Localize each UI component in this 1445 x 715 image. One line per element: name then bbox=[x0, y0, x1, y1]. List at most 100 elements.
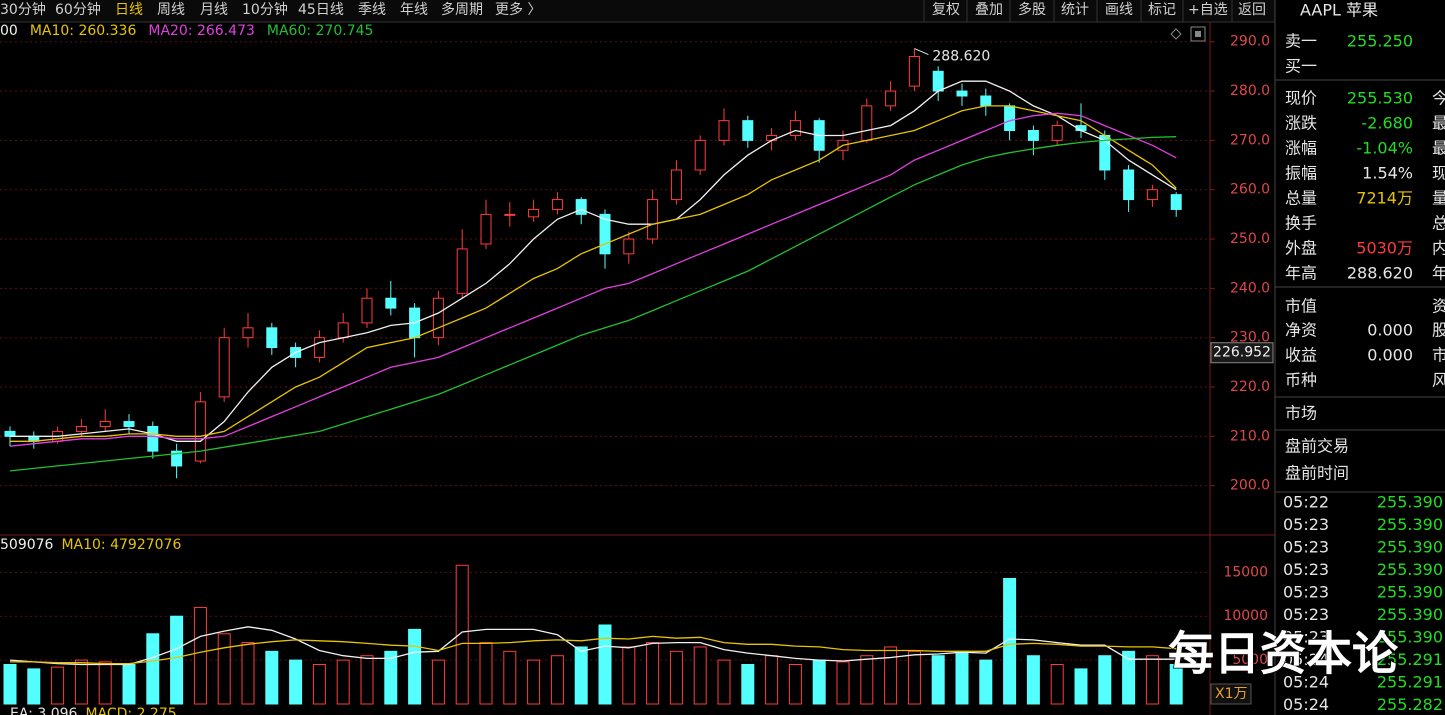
quote-label: 涨跌 bbox=[1285, 114, 1317, 133]
volume-bar bbox=[527, 659, 541, 705]
candle-body bbox=[623, 238, 635, 255]
quote-side-label: 资 bbox=[1432, 297, 1445, 316]
volume-bar bbox=[312, 664, 326, 705]
candle-body bbox=[385, 297, 397, 309]
quote-side-label: 量 bbox=[1432, 189, 1445, 208]
y-tick-label: 280.0 bbox=[1230, 83, 1270, 99]
icon-square-inner bbox=[1195, 31, 1201, 37]
action-button[interactable]: 标记 bbox=[1148, 2, 1176, 18]
candle-body bbox=[861, 105, 873, 141]
action-button[interactable]: 多股 bbox=[1018, 1, 1046, 18]
volume-bar bbox=[931, 655, 945, 705]
candle-body bbox=[694, 139, 706, 171]
candle-body bbox=[1051, 125, 1063, 141]
ma-line bbox=[9, 112, 1177, 447]
quote-side-label: 股 bbox=[1432, 321, 1445, 340]
candle-body bbox=[432, 297, 444, 339]
quote-label: 外盘 bbox=[1285, 239, 1317, 258]
volume-bar bbox=[336, 659, 350, 705]
candle-body bbox=[670, 169, 682, 201]
period-tab[interactable]: 周线 bbox=[157, 2, 185, 18]
action-button[interactable]: 复权 bbox=[932, 1, 960, 18]
volume-bar bbox=[146, 633, 160, 705]
icon-diamond[interactable] bbox=[1170, 28, 1182, 40]
volume-bar bbox=[455, 564, 469, 705]
quote-value: 0.000 bbox=[1367, 346, 1413, 365]
y-tick-label: 260.0 bbox=[1230, 182, 1270, 198]
period-tab[interactable]: 10分钟 bbox=[242, 1, 288, 18]
volume-bar bbox=[1098, 655, 1112, 705]
period-tab[interactable]: 更多 〉 bbox=[495, 1, 541, 18]
quote-label: 净资 bbox=[1285, 321, 1317, 340]
candle-body bbox=[171, 450, 183, 467]
candle-body bbox=[718, 120, 730, 141]
trade-time: 05:23 bbox=[1283, 583, 1329, 602]
icon-square[interactable] bbox=[1190, 26, 1206, 42]
volume-bar bbox=[860, 655, 874, 705]
toolbar-separators bbox=[923, 0, 1233, 22]
y-tick-label: 240.0 bbox=[1230, 280, 1270, 296]
period-tab-active[interactable]: 日线 bbox=[115, 2, 143, 18]
quote-value: 0.000 bbox=[1367, 321, 1413, 340]
trade-price: 255.390 bbox=[1377, 515, 1443, 534]
volume-legend-entry: MA10: 47927076 bbox=[61, 537, 181, 553]
volume-bar bbox=[836, 661, 850, 705]
candle-body bbox=[504, 213, 516, 216]
period-tab[interactable]: 多周期 bbox=[441, 1, 483, 18]
y-tick-label: 250.0 bbox=[1230, 231, 1270, 247]
volume-bar bbox=[27, 668, 41, 705]
volume-bar bbox=[408, 628, 422, 705]
period-tab[interactable]: 30分钟 bbox=[0, 1, 46, 18]
macd-label: EA: 3.096 bbox=[10, 706, 78, 715]
candle-body bbox=[266, 327, 278, 349]
high-pointer bbox=[914, 48, 929, 55]
quote-label: 总量 bbox=[1285, 189, 1317, 208]
action-button[interactable]: 叠加 bbox=[975, 2, 1003, 18]
quote-label: 收益 bbox=[1285, 346, 1317, 365]
unit-box bbox=[1210, 683, 1252, 705]
quote-title: AAPL 苹果 bbox=[1300, 1, 1378, 20]
period-tab[interactable]: 季线 bbox=[358, 2, 386, 18]
volume-bar bbox=[598, 624, 612, 705]
cursor-price-box bbox=[1210, 342, 1274, 364]
candle-body bbox=[1004, 105, 1016, 132]
quote-label: 年高 bbox=[1285, 264, 1317, 283]
quote-label: 盘前交易 bbox=[1285, 437, 1349, 456]
high-label: 288.620 bbox=[932, 49, 990, 65]
volume-bar bbox=[1122, 650, 1136, 705]
volume-bar bbox=[574, 646, 588, 705]
period-tab[interactable]: 45日线 bbox=[298, 2, 344, 18]
candle-body bbox=[932, 70, 944, 92]
action-button[interactable]: 统计 bbox=[1061, 2, 1089, 18]
action-button[interactable]: +自选 bbox=[1188, 2, 1228, 18]
volume-bar bbox=[503, 650, 517, 705]
candle-body bbox=[218, 337, 230, 398]
volume-bar bbox=[217, 633, 231, 705]
period-tabs: 30分钟 60分钟 日线 周线 月线 10分钟 45日线 季线 年线 多周期 更… bbox=[0, 1, 1266, 18]
quote-side-label: 最 bbox=[1432, 139, 1445, 158]
candle-body bbox=[742, 120, 754, 141]
trade-price: 255.390 bbox=[1377, 583, 1443, 602]
quote-label: 市值 bbox=[1285, 297, 1317, 316]
action-button[interactable]: 画线 bbox=[1105, 2, 1133, 18]
legend-entry: MA20: 266.473 bbox=[148, 23, 255, 39]
period-tab[interactable]: 年线 bbox=[400, 2, 428, 18]
volume-bar bbox=[788, 664, 802, 705]
volume-bar bbox=[669, 650, 683, 705]
volume-bar bbox=[98, 661, 112, 705]
candle-body bbox=[480, 213, 492, 245]
volume-tick-label: 10000 bbox=[1223, 608, 1268, 624]
quote-side-label: 内 bbox=[1432, 239, 1445, 258]
volume-bar bbox=[622, 646, 636, 705]
trade-time: 05:24 bbox=[1283, 673, 1329, 692]
period-tab[interactable]: 月线 bbox=[200, 2, 228, 18]
quote-value: 255.250 bbox=[1347, 32, 1413, 51]
candle-body bbox=[1123, 169, 1135, 201]
trade-time: 05:23 bbox=[1283, 605, 1329, 624]
quote-label: 卖一 bbox=[1285, 32, 1317, 51]
period-tab[interactable]: 60分钟 bbox=[55, 1, 101, 18]
candle-body bbox=[1146, 189, 1158, 201]
trade-time: 05:23 bbox=[1283, 628, 1329, 647]
action-button[interactable]: 返回 bbox=[1238, 2, 1266, 18]
